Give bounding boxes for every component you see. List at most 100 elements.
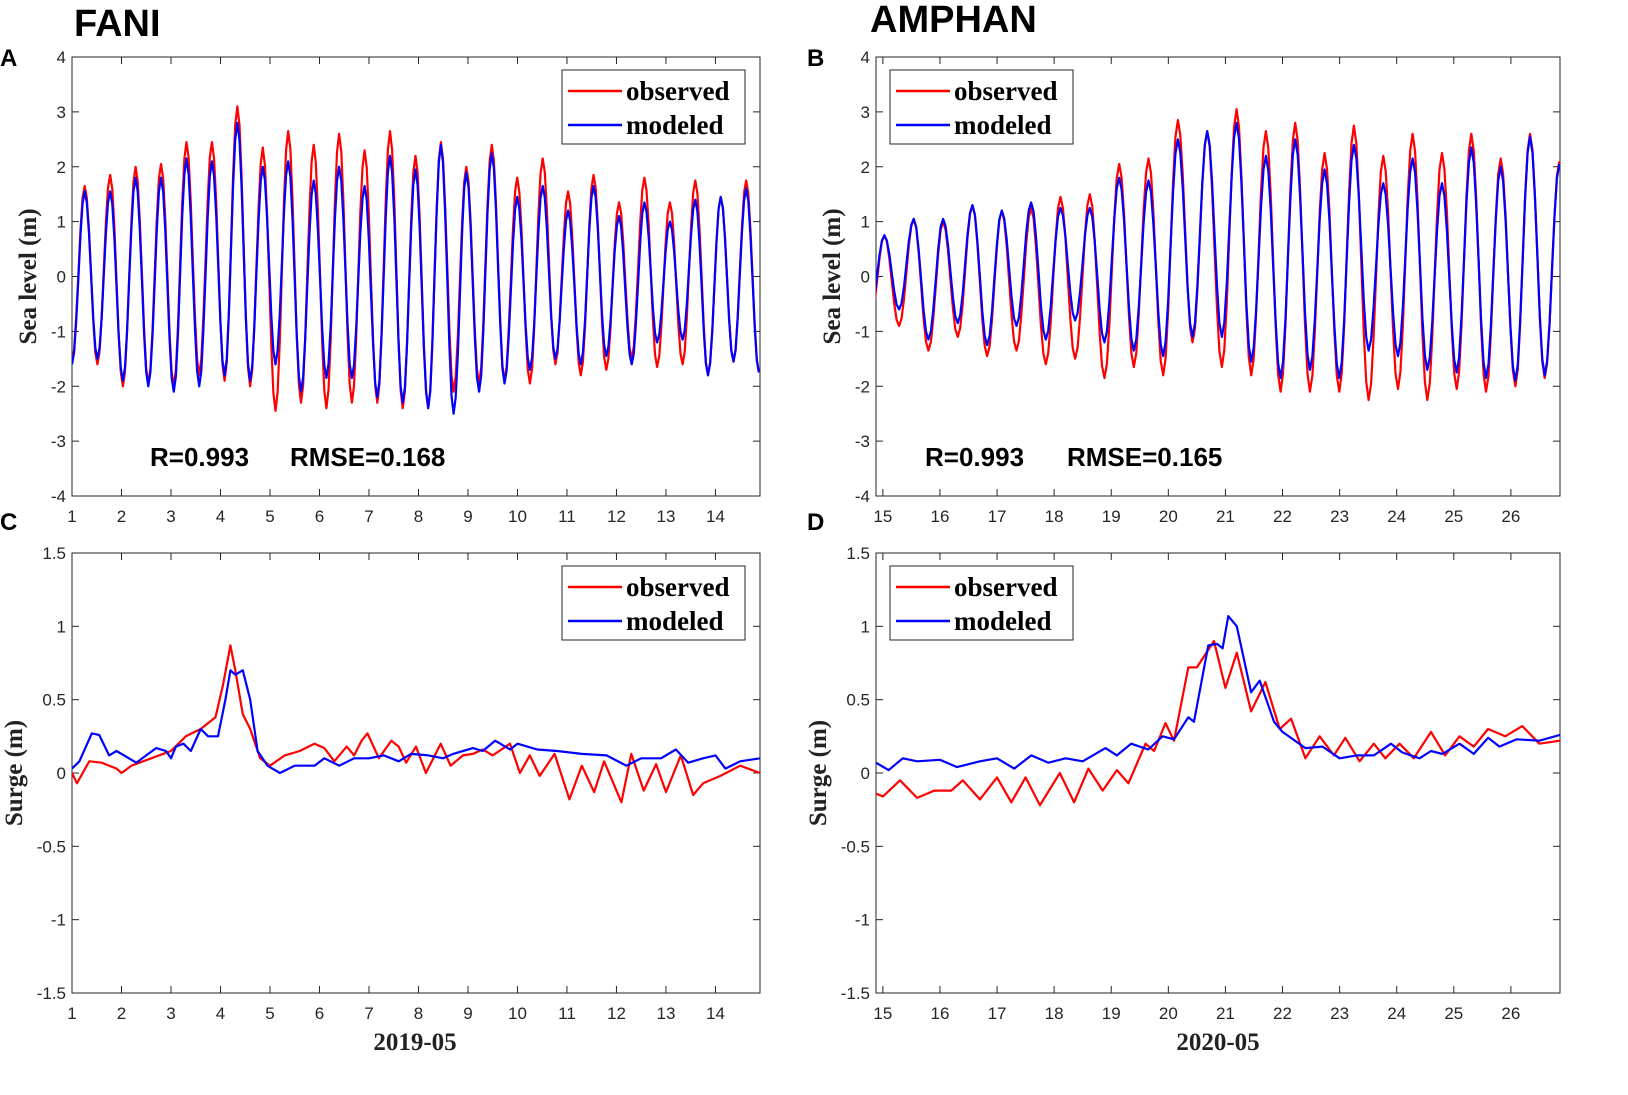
panel-label-b: B: [807, 45, 824, 72]
x-tick-label: 1: [67, 1004, 76, 1023]
x-tick-label: 10: [508, 1004, 527, 1023]
x-tick-label: 21: [1216, 1004, 1235, 1023]
y-tick-label: 1: [57, 213, 66, 232]
x-tick-label: 15: [873, 507, 892, 526]
panel-label-c: C: [0, 509, 17, 536]
x-tick-label: 21: [1216, 507, 1235, 526]
y-tick-label: 2: [861, 158, 870, 177]
x-tick-label: 11: [558, 507, 576, 526]
x-tick-label: 8: [414, 1004, 423, 1023]
legend-label-observed: observed: [954, 572, 1058, 602]
x-tick-label: 9: [463, 1004, 472, 1023]
x-tick-label: 24: [1387, 1004, 1406, 1023]
x-tick-label: 22: [1273, 1004, 1292, 1023]
x-tick-label: 20: [1159, 1004, 1178, 1023]
x-tick-label: 10: [508, 507, 527, 526]
series-line-modeled: [876, 121, 1560, 382]
x-tick-label: 14: [706, 1004, 725, 1023]
y-tick-label: -1: [855, 322, 870, 341]
y-tick-label: 0: [861, 268, 870, 287]
y-tick-label: -1: [51, 322, 66, 341]
y-tick-label: 1.5: [846, 544, 870, 563]
x-tick-label: 19: [1102, 507, 1121, 526]
y-tick-label: -4: [51, 487, 66, 506]
x-tick-label: 14: [706, 507, 725, 526]
x-tick-label: 11: [558, 1004, 576, 1023]
y-tick-label: -2: [51, 377, 66, 396]
y-tick-label: -1.5: [841, 984, 870, 1003]
legend-label-modeled: modeled: [626, 606, 724, 636]
title-amphan: AMPHAN: [870, 0, 1037, 41]
x-tick-label: 6: [315, 507, 324, 526]
x-tick-label: 20: [1159, 507, 1178, 526]
y-tick-label: -4: [855, 487, 870, 506]
y-axis-label: Surge (m): [805, 720, 832, 826]
series-line-modeled: [72, 669, 760, 775]
legend-label-observed: observed: [626, 76, 730, 106]
panel-b: 15 16 17 18 19 20 21 22 23 24 25 26-4-3-2-101234Sea…: [819, 48, 1561, 526]
x-tick-label: 6: [315, 1004, 324, 1023]
legend: observed modeled: [889, 565, 1074, 641]
y-tick-label: -2: [855, 377, 870, 396]
y-tick-label: 3: [861, 103, 870, 122]
y-tick-label: -0.5: [37, 837, 66, 856]
x-tick-label: 25: [1444, 1004, 1463, 1023]
x-tick-label: 9: [463, 507, 472, 526]
legend-label-modeled: modeled: [954, 110, 1052, 140]
panel-label-d: D: [807, 509, 824, 536]
x-tick-label: 5: [265, 507, 274, 526]
legend: observed modeled: [561, 565, 746, 641]
x-tick-label: 8: [414, 507, 423, 526]
x-tick-label: 25: [1444, 507, 1463, 526]
y-tick-label: 0.5: [846, 691, 870, 710]
series-group: [72, 644, 760, 804]
y-tick-label: -1.5: [37, 984, 66, 1003]
x-tick-label: 26: [1501, 1004, 1520, 1023]
x-tick-label: 24: [1387, 507, 1406, 526]
y-tick-label: 0.5: [42, 691, 66, 710]
y-tick-label: -1: [51, 911, 66, 930]
y-tick-label: 3: [57, 103, 66, 122]
y-tick-label: 0: [57, 268, 66, 287]
legend-label-observed: observed: [626, 572, 730, 602]
x-tick-label: 4: [216, 507, 225, 526]
x-tick-label: 18: [1045, 507, 1064, 526]
x-tick-label: 17: [988, 507, 1007, 526]
legend-box: [889, 565, 1074, 641]
y-tick-label: 1: [861, 213, 870, 232]
x-axis-label: 2019-05: [373, 1029, 456, 1056]
y-tick-label: 1: [57, 617, 66, 636]
title-fani: FANI: [74, 3, 161, 45]
x-tick-label: 23: [1330, 1004, 1349, 1023]
y-axis-label: Sea level (m): [15, 208, 42, 344]
y-tick-label: 4: [57, 48, 66, 67]
stat-r: R=0.993: [150, 442, 249, 472]
legend-label-modeled: modeled: [954, 606, 1052, 636]
y-tick-label: -0.5: [841, 837, 870, 856]
x-tick-label: 4: [216, 1004, 225, 1023]
x-tick-label: 12: [607, 507, 626, 526]
y-tick-label: 0: [57, 764, 66, 783]
y-tick-label: 4: [861, 48, 870, 67]
series-group: [876, 107, 1560, 402]
x-tick-label: 15: [873, 1004, 892, 1023]
legend: observed modeled: [561, 69, 746, 145]
series-group: [876, 614, 1560, 807]
x-tick-label: 13: [656, 507, 675, 526]
y-tick-label: -3: [51, 432, 66, 451]
x-tick-label: 18: [1045, 1004, 1064, 1023]
x-tick-label: 2: [117, 1004, 126, 1023]
x-tick-label: 1: [67, 507, 76, 526]
y-tick-label: 2: [57, 158, 66, 177]
x-tick-label: 2: [117, 507, 126, 526]
x-tick-label: 16: [930, 1004, 949, 1023]
series-line-observed: [876, 639, 1560, 807]
series-line-observed: [72, 105, 760, 412]
legend-box: [561, 565, 746, 641]
x-tick-label: 17: [988, 1004, 1007, 1023]
legend: observed modeled: [889, 69, 1074, 145]
x-tick-label: 7: [364, 1004, 373, 1023]
y-tick-label: -1: [855, 911, 870, 930]
